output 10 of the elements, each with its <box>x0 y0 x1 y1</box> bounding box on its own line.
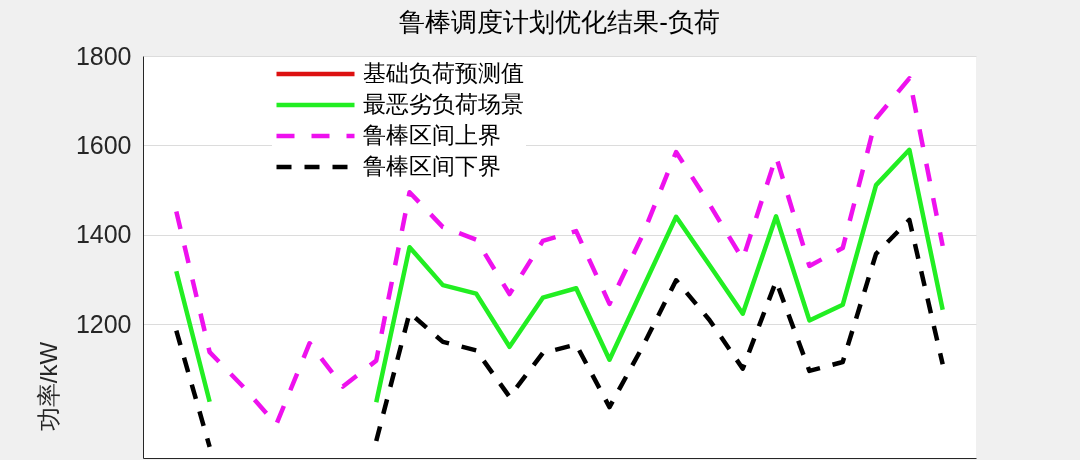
y-tick-label: 1800 <box>75 41 132 70</box>
y-axis-title: 功率/kW <box>34 341 62 432</box>
legend-label: 鲁棒区间下界 <box>363 153 501 179</box>
legend-label: 基础负荷预测值 <box>363 60 524 86</box>
chart-title: 鲁棒调度计划优化结果-负荷 <box>399 7 720 37</box>
legend-label: 鲁棒区间上界 <box>363 122 501 148</box>
y-tick-label: 1400 <box>75 220 132 249</box>
y-tick-label: 1200 <box>75 309 132 338</box>
legend-label: 最恶劣负荷场景 <box>363 91 524 117</box>
y-tick-label: 1600 <box>75 130 132 159</box>
